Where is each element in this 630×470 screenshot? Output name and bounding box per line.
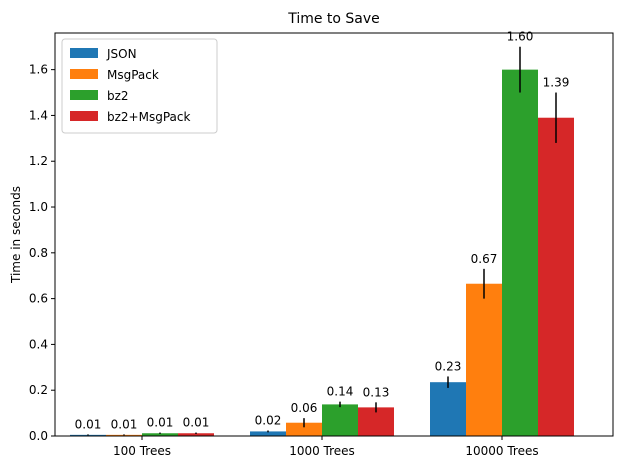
bar-bz2-0 [142, 433, 178, 436]
y-tick-label: 0.2 [29, 383, 48, 397]
y-tick-label: 1.4 [29, 108, 48, 122]
bar-bz2-1 [322, 404, 358, 436]
y-tick-label: 0.6 [29, 292, 48, 306]
bar-bz2-msgpack-0 [178, 433, 214, 436]
bar-value-label: 0.23 [435, 359, 462, 373]
bar-value-label: 0.01 [183, 416, 210, 430]
x-tick-label: 1000 Trees [289, 444, 355, 458]
bar-value-label: 0.67 [471, 252, 498, 266]
y-tick-label: 0.0 [29, 429, 48, 443]
legend-label: bz2+MsgPack [107, 110, 190, 124]
bar-value-label: 0.13 [363, 385, 390, 399]
bar-msgpack-1 [286, 422, 322, 436]
bar-value-label: 1.60 [507, 30, 534, 44]
plot-frame [54, 32, 614, 437]
axes-group: 0.0 0.2 0.4 0.6 0.8 1.0 1.2 1.4 1.6 100 Trees 1000… [29, 32, 614, 458]
legend-label: JSON [106, 47, 137, 61]
x-tick-label: 100 Trees [113, 444, 171, 458]
bar-msgpack-0 [106, 434, 142, 436]
bar-value-label: 0.02 [255, 414, 282, 428]
bar-value-label: 1.39 [543, 76, 570, 90]
legend-label: MsgPack [107, 68, 159, 82]
bar-bz2-2 [502, 69, 538, 437]
legend-swatch [70, 69, 98, 79]
legend-box [61, 38, 218, 134]
legend: JSON MsgPack bz2 bz2+MsgPack [61, 38, 218, 134]
bar-msgpack-2 [466, 283, 502, 436]
y-tick-label: 0.8 [29, 246, 48, 260]
error-bars-group [87, 46, 557, 436]
y-tick-label: 1.2 [29, 154, 48, 168]
bar-value-label: 0.14 [327, 385, 354, 399]
legend-swatch [70, 90, 98, 100]
legend-swatch [70, 48, 98, 58]
bar-value-label: 0.01 [111, 417, 138, 431]
y-tick-label: 1.6 [29, 63, 48, 77]
y-axis-label: Time in seconds [9, 186, 23, 284]
chart-title: Time to Save [287, 11, 380, 27]
legend-swatch [70, 111, 98, 121]
y-tick-label: 0.4 [29, 337, 48, 351]
bar-json-2 [430, 382, 466, 436]
y-tick-label: 1.0 [29, 200, 48, 214]
bar-value-label: 0.01 [147, 416, 174, 430]
bar-bz2-msgpack-2 [538, 117, 574, 436]
bars-group [70, 69, 574, 437]
bar-json-0 [70, 434, 106, 436]
bar-value-label: 0.01 [75, 417, 102, 431]
bar-value-label: 0.06 [291, 401, 318, 415]
bar-labels-group: 0.01 0.02 0.23 0.01 0.06 0.67 0.01 0.14 1.60 0.01… [75, 30, 570, 432]
bar-json-1 [250, 431, 286, 436]
legend-label: bz2 [107, 89, 129, 103]
x-tick-label: 10000 Trees [465, 444, 538, 458]
